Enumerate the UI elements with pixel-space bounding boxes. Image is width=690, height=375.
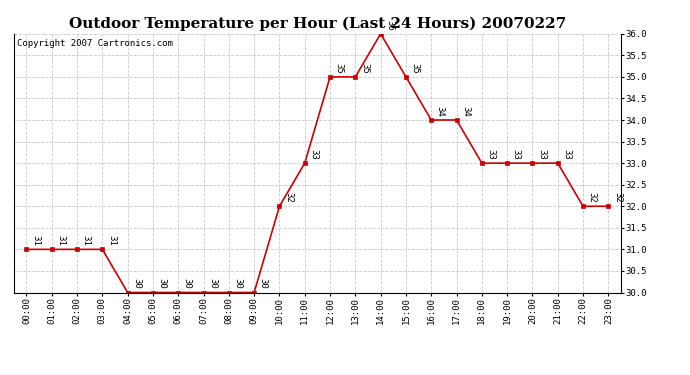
Text: 34: 34 bbox=[461, 106, 470, 117]
Text: 30: 30 bbox=[157, 278, 166, 289]
Text: 32: 32 bbox=[588, 192, 597, 203]
Title: Outdoor Temperature per Hour (Last 24 Hours) 20070227: Outdoor Temperature per Hour (Last 24 Ho… bbox=[69, 17, 566, 31]
Text: 33: 33 bbox=[486, 149, 495, 160]
Text: 31: 31 bbox=[31, 235, 40, 246]
Text: Copyright 2007 Cartronics.com: Copyright 2007 Cartronics.com bbox=[17, 39, 172, 48]
Text: 33: 33 bbox=[309, 149, 318, 160]
Text: 30: 30 bbox=[233, 278, 242, 289]
Text: 30: 30 bbox=[132, 278, 141, 289]
Text: 35: 35 bbox=[360, 63, 369, 74]
Text: 35: 35 bbox=[335, 63, 344, 74]
Text: 33: 33 bbox=[562, 149, 571, 160]
Text: 30: 30 bbox=[259, 278, 268, 289]
Text: 31: 31 bbox=[57, 235, 66, 246]
Text: 36: 36 bbox=[385, 20, 394, 30]
Text: 30: 30 bbox=[208, 278, 217, 289]
Text: 31: 31 bbox=[107, 235, 116, 246]
Text: 35: 35 bbox=[411, 63, 420, 74]
Text: 34: 34 bbox=[436, 106, 445, 117]
Text: 32: 32 bbox=[613, 192, 622, 203]
Text: 33: 33 bbox=[537, 149, 546, 160]
Text: 31: 31 bbox=[81, 235, 90, 246]
Text: 32: 32 bbox=[284, 192, 293, 203]
Text: 30: 30 bbox=[183, 278, 192, 289]
Text: 33: 33 bbox=[512, 149, 521, 160]
